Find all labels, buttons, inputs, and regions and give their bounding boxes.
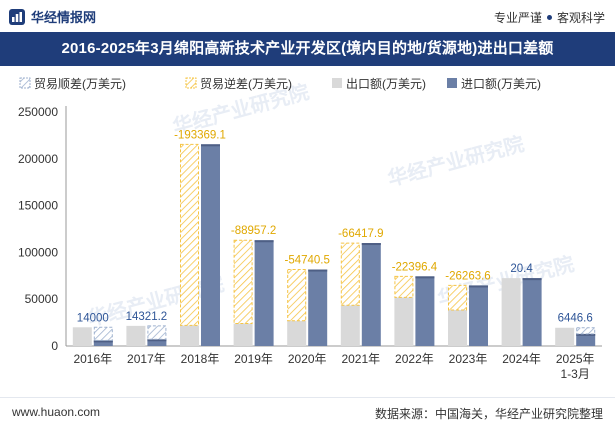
import-bar: [415, 276, 435, 346]
import-bar-cap: [93, 340, 113, 343]
import-bar-cap: [201, 144, 220, 147]
import-bar: [201, 144, 220, 346]
import-bar-cap: [254, 240, 274, 243]
x-tick-label: 2021年: [341, 352, 380, 366]
x-tick-label: 2016年: [73, 352, 112, 366]
import-bar: [147, 339, 167, 346]
legend-swatch-0: [19, 77, 31, 89]
footer: www.huaon.com 数据来源：中国海关，华经产业研究院整理: [0, 397, 615, 428]
footer-source: 数据来源：中国海关，华经产业研究院整理: [374, 407, 603, 421]
brand-name: 华经情报网: [31, 10, 97, 25]
import-bar-cap: [576, 333, 596, 336]
y-tick-label: 250000: [18, 105, 58, 119]
x-tick-label: 2017年: [127, 352, 166, 366]
legend-swatch-2: [332, 78, 342, 88]
footer-url: www.huaon.com: [12, 405, 101, 419]
data-label: -88957.2: [231, 225, 276, 237]
surplus-bar: [147, 325, 167, 340]
data-label: 20.4: [510, 263, 533, 275]
x-tick-label: 2018年: [181, 352, 220, 366]
surplus-bar: [93, 326, 113, 341]
data-label: -22396.4: [392, 261, 438, 273]
import-bar-cap: [415, 276, 435, 279]
top-bar: 华经情报网 专业严谨 客观科学: [0, 0, 615, 33]
export-bar: [340, 305, 360, 346]
deficit-bar: [233, 239, 253, 325]
slogan-left: 专业严谨: [493, 11, 542, 25]
deficit-bar: [287, 268, 307, 322]
deficit-bar: [448, 284, 467, 311]
y-tick-label: 150000: [18, 199, 58, 213]
import-bar-cap: [361, 243, 381, 246]
data-label: 14000: [77, 312, 109, 324]
chart-title: 2016-2025年3月绵阳高新技术产业开发区(境内目的地/货源地)进出口差额: [0, 32, 615, 66]
export-bar: [126, 325, 146, 346]
legend-swatch-1: [185, 77, 197, 89]
import-bar-cap: [308, 269, 328, 272]
export-bar: [72, 327, 92, 346]
import-bar-cap: [469, 285, 488, 288]
import-bar: [308, 269, 328, 346]
export-bar: [555, 327, 575, 346]
x-tick-label: 2023年: [449, 352, 488, 366]
import-bar: [469, 285, 488, 346]
brand-logo-icon: [9, 8, 25, 25]
import-bar: [93, 340, 113, 346]
brand: 华经情报网: [8, 7, 96, 26]
import-bar-cap: [522, 278, 542, 281]
deficit-bar: [394, 275, 414, 298]
watermark-1: 华经产业研究院: [385, 131, 526, 190]
legend-swatch-3: [447, 78, 457, 88]
data-label: -193369.1: [174, 129, 226, 141]
x-tick-label: 1-3月: [561, 367, 590, 381]
data-label: -26263.6: [445, 270, 490, 282]
import-bar: [576, 333, 596, 346]
legend-label-0: 贸易顺差(万美元): [34, 77, 126, 91]
deficit-bar: [340, 242, 360, 306]
import-bar-cap: [147, 339, 167, 342]
legend-label-1: 贸易逆差(万美元): [200, 76, 292, 91]
data-label: 14321.2: [126, 311, 168, 323]
y-tick-label: 100000: [18, 245, 58, 259]
chart-area: 华经产业研究院华经产业研究院华经产业研究院华经产业研究院贸易顺差(万美元)贸易逆…: [18, 76, 602, 381]
deficit-bar: [180, 143, 199, 326]
y-tick-label: 50000: [25, 292, 59, 306]
export-bar: [394, 297, 414, 346]
import-bar: [522, 278, 542, 346]
import-bar: [254, 240, 274, 346]
export-bar: [233, 323, 253, 346]
data-label: -54740.5: [284, 254, 329, 266]
slogan: 专业严谨 客观科学: [494, 9, 605, 26]
x-tick-label: 2024年: [502, 352, 541, 366]
export-bar: [180, 325, 199, 346]
data-label: -66417.9: [338, 228, 383, 240]
slogan-dot-icon: [546, 15, 552, 20]
y-tick-label: 200000: [18, 152, 58, 166]
surplus-bar: [576, 327, 596, 335]
y-tick-label: 0: [51, 339, 58, 353]
x-tick-label: 2022年: [395, 352, 434, 366]
x-tick-label: 2019年: [234, 352, 273, 366]
import-bar: [361, 243, 381, 346]
export-bar: [501, 278, 521, 346]
export-bar: [448, 309, 467, 346]
slogan-right: 客观科学: [556, 11, 605, 25]
x-tick-label: 2020年: [288, 352, 327, 366]
x-tick-label: 2025年: [556, 352, 595, 366]
data-label: 6446.6: [558, 313, 593, 325]
export-bar: [287, 320, 307, 346]
legend-label-2: 出口额(万美元): [346, 77, 426, 91]
legend-label-3: 进口额(万美元): [461, 77, 541, 91]
